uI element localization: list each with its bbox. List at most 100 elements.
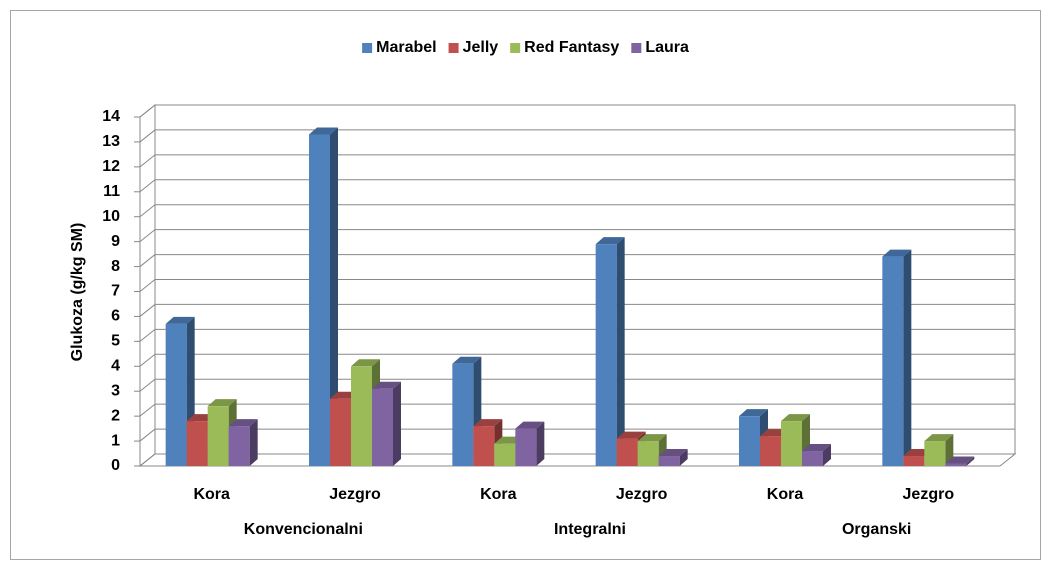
bar bbox=[473, 426, 495, 466]
legend-swatch bbox=[631, 43, 642, 53]
bar-side bbox=[903, 249, 912, 466]
bar bbox=[595, 244, 617, 466]
bar-side bbox=[823, 444, 831, 466]
bar bbox=[351, 366, 372, 466]
bar bbox=[494, 443, 516, 466]
bar-top bbox=[595, 237, 625, 245]
y-tick-label: 7 bbox=[111, 283, 120, 300]
side-grid-line bbox=[139, 279, 156, 292]
bar bbox=[372, 388, 393, 466]
x-tick-label: Kora bbox=[193, 486, 230, 503]
side-grid-line bbox=[139, 129, 156, 143]
legend-swatch bbox=[448, 43, 459, 53]
side-grid-line bbox=[139, 229, 156, 243]
side-grid-line bbox=[139, 453, 156, 467]
bar bbox=[637, 441, 659, 466]
bar-top bbox=[515, 421, 545, 429]
bar-side bbox=[966, 456, 975, 466]
side-grid-line bbox=[139, 154, 156, 168]
bar-top bbox=[781, 414, 810, 422]
bar bbox=[186, 421, 208, 466]
side-grid-line bbox=[139, 304, 156, 317]
bar bbox=[658, 456, 680, 466]
bar bbox=[228, 426, 250, 466]
bar-top bbox=[658, 449, 688, 457]
x-group-label: Integralni bbox=[554, 521, 626, 538]
bar-top bbox=[802, 444, 831, 452]
x-tick-label: Kora bbox=[767, 486, 804, 503]
bar-top bbox=[372, 381, 401, 389]
bar bbox=[309, 134, 330, 466]
y-tick-label: 9 bbox=[111, 233, 120, 250]
bar bbox=[165, 323, 187, 466]
bar-side bbox=[330, 127, 338, 466]
bar bbox=[330, 398, 351, 466]
side-grid-line bbox=[139, 179, 156, 193]
legend-label: Red Fantasy bbox=[524, 39, 619, 56]
x-tick-label: Jezgro bbox=[616, 486, 668, 503]
bar bbox=[903, 456, 925, 466]
bar bbox=[515, 428, 537, 466]
y-tick-label: 13 bbox=[102, 133, 120, 150]
bar-side bbox=[616, 237, 625, 466]
bar-top bbox=[309, 127, 338, 135]
bar-top bbox=[351, 359, 380, 367]
side-grid-line bbox=[139, 428, 156, 442]
legend-swatch bbox=[362, 43, 373, 53]
x-group-label: Organski bbox=[842, 521, 911, 538]
side-grid-line bbox=[139, 378, 156, 392]
bar bbox=[781, 421, 802, 466]
bar-side bbox=[945, 434, 954, 466]
bar bbox=[924, 441, 946, 466]
side-grid-line bbox=[139, 104, 156, 118]
y-tick-label: 0 bbox=[111, 457, 120, 474]
bar-side bbox=[679, 449, 688, 466]
x-group-label: Konvencionalni bbox=[244, 521, 363, 538]
side-grid-line bbox=[139, 353, 156, 367]
bar bbox=[760, 436, 781, 466]
y-tick-label: 3 bbox=[111, 382, 120, 399]
bar-top bbox=[882, 249, 912, 257]
x-tick-label: Kora bbox=[480, 486, 517, 503]
y-axis-title: Glukoza (g/kg SM) bbox=[69, 223, 86, 362]
bar bbox=[452, 363, 474, 466]
legend-label: Marabel bbox=[376, 39, 436, 56]
bar-top bbox=[616, 431, 646, 439]
y-tick-label: 1 bbox=[111, 432, 120, 449]
bar-top bbox=[473, 419, 503, 427]
legend: Marabel Jelly Red Fantasy Laura bbox=[362, 39, 689, 56]
bar-top bbox=[637, 434, 667, 442]
bar-top bbox=[452, 356, 482, 364]
bar-side bbox=[249, 419, 258, 466]
y-tick-label: 4 bbox=[111, 358, 120, 375]
bar-top bbox=[228, 419, 258, 427]
side-grid-line bbox=[139, 204, 156, 218]
bar-side bbox=[393, 381, 401, 466]
legend-label: Laura bbox=[645, 39, 689, 56]
y-tick-label: 2 bbox=[111, 407, 120, 424]
bar bbox=[802, 451, 823, 466]
bar-top bbox=[165, 316, 195, 324]
bar bbox=[945, 463, 967, 466]
y-tick-label: 11 bbox=[103, 183, 120, 200]
bar bbox=[616, 438, 638, 466]
bar-side bbox=[536, 421, 545, 466]
bar bbox=[882, 256, 904, 466]
bar-top bbox=[924, 434, 954, 442]
side-grid-line bbox=[139, 403, 156, 417]
y-tick-label: 12 bbox=[102, 158, 120, 175]
bar-top bbox=[945, 456, 975, 464]
y-tick-label: 6 bbox=[111, 308, 120, 325]
legend-label: Jelly bbox=[463, 39, 499, 56]
legend-swatch bbox=[510, 43, 521, 53]
bar-top bbox=[739, 409, 768, 417]
bar bbox=[739, 416, 760, 466]
side-grid-line bbox=[139, 328, 156, 342]
bar-top bbox=[207, 399, 237, 407]
y-tick-label: 14 bbox=[102, 108, 120, 125]
y-tick-label: 8 bbox=[111, 258, 120, 275]
x-tick-label: Jezgro bbox=[903, 486, 955, 503]
y-tick-label: 5 bbox=[111, 333, 120, 350]
side-grid-line bbox=[139, 254, 156, 267]
